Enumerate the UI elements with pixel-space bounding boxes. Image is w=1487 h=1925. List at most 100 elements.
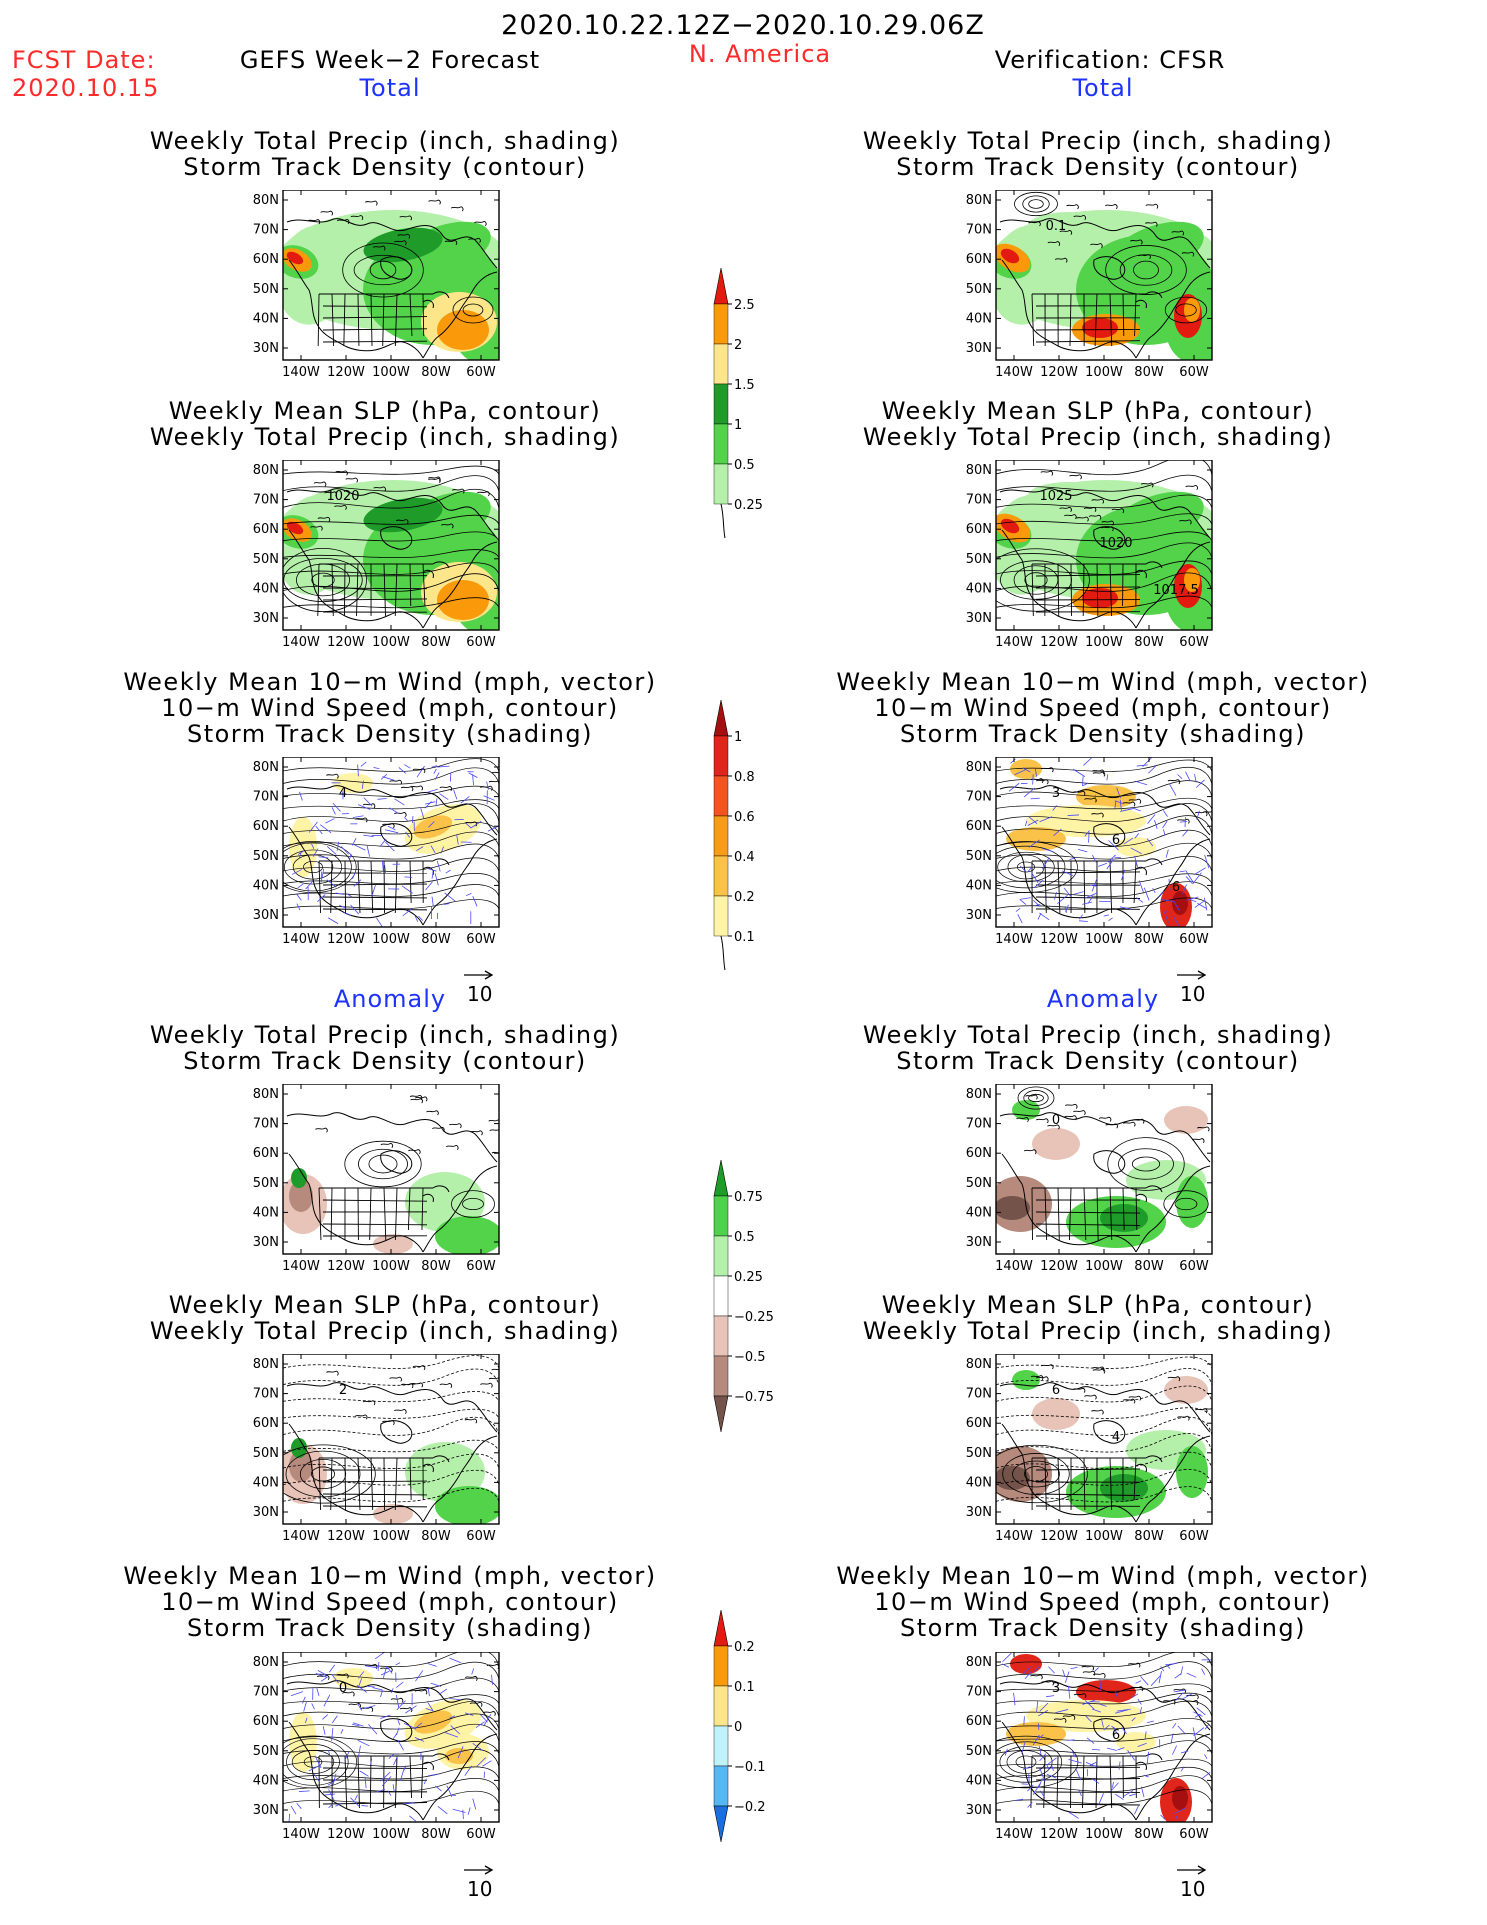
- lat-tick-label: 50N: [253, 1176, 279, 1191]
- lat-tick-label: 40N: [966, 311, 992, 326]
- colorbar-tick-label: −0.1: [734, 1760, 766, 1775]
- lat-tick-label: 80N: [253, 193, 279, 208]
- map-fc-total-precip: 80N 70N 60N 50N 40N 30N 140W 120W 100W 80W 60W: [243, 189, 526, 404]
- lat-tick-label: 70N: [253, 1117, 279, 1132]
- lon-tick-label: 140W: [282, 932, 320, 947]
- colorbar-tick-label: 0.4: [734, 850, 755, 865]
- lat-tick-label: 40N: [253, 311, 279, 326]
- lat-tick-label: 40N: [966, 878, 992, 893]
- lat-tick-label: 50N: [253, 282, 279, 297]
- title-fc-total-wind: Weekly Mean 10−m Wind (mph, vector) 10−m …: [123, 668, 657, 748]
- vector-scale-fc-anom: 10: [463, 1857, 495, 1901]
- lat-tick-label: 70N: [253, 790, 279, 805]
- contour-label: 6: [1112, 1728, 1120, 1743]
- lat-tick-label: 80N: [966, 463, 992, 478]
- lat-tick-label: 70N: [253, 493, 279, 508]
- lat-tick-label: 60N: [966, 252, 992, 267]
- colorbar-svg: 2.5 2 1.5 1 0.5 0.25: [713, 267, 763, 539]
- colorbar-tick-label: 1: [734, 418, 742, 433]
- colorbar-tick-label: 0.5: [734, 1230, 755, 1245]
- lon-tick-label: 60W: [1179, 932, 1209, 947]
- map-fc-anom-wind: 0 80N 70N 60N 50N 40N 30N 140W 120W 100W 80W 60W: [243, 1651, 526, 1866]
- lat-tick-label: 50N: [966, 1744, 992, 1759]
- lat-tick-label: 60N: [253, 819, 279, 834]
- left-total-heading: Total: [359, 74, 421, 102]
- colorbar-tick-label: −0.75: [734, 1390, 774, 1405]
- lat-tick-label: 80N: [966, 1655, 992, 1670]
- contour-label: 6: [1112, 833, 1120, 848]
- left-anomaly-heading: Anomaly: [333, 985, 447, 1013]
- title-fc-anom-slp: Weekly Mean SLP (hPa, contour) Weekly Tot…: [149, 1291, 621, 1345]
- lon-tick-label: 80W: [1134, 932, 1164, 947]
- lon-tick-label: 60W: [1179, 1259, 1209, 1274]
- lat-tick-label: 60N: [966, 819, 992, 834]
- lon-tick-label: 140W: [995, 365, 1033, 380]
- contour-label: 0.1: [1046, 219, 1067, 234]
- lat-tick-label: 30N: [253, 1803, 279, 1818]
- lon-tick-label: 140W: [995, 1259, 1033, 1274]
- right-column-title: Verification: CFSR: [994, 46, 1226, 74]
- lon-tick-label: 100W: [372, 1259, 410, 1274]
- lat-tick-label: 40N: [966, 1475, 992, 1490]
- colorbar-tick-label: 0.25: [734, 498, 763, 513]
- map-obs-anom-wind: 3 6 80N 70N 60N 50N 40N 30N 140W 120W 100W 80W 60W: [956, 1651, 1239, 1866]
- lat-tick-label: 50N: [253, 849, 279, 864]
- lat-tick-label: 50N: [966, 282, 992, 297]
- lat-tick-label: 80N: [966, 1357, 992, 1372]
- lon-tick-label: 60W: [466, 932, 496, 947]
- lon-tick-label: 120W: [1040, 635, 1078, 650]
- contour-label: 3: [1052, 786, 1060, 801]
- lat-tick-label: 50N: [966, 1446, 992, 1461]
- lon-tick-label: 140W: [282, 635, 320, 650]
- lon-tick-label: 120W: [1040, 1259, 1078, 1274]
- colorbar-svg: 1 0.8 0.6 0.4 0.2 0.1: [713, 699, 755, 971]
- arrow-right-icon: [464, 970, 494, 980]
- lat-tick-label: 40N: [966, 581, 992, 596]
- lon-tick-label: 100W: [1085, 1529, 1123, 1544]
- map-fc-total-wind: 4 80N 70N 60N 50N 40N 30N 140W 120W 100W 80W 60W: [243, 756, 526, 971]
- right-anomaly-heading: Anomaly: [1046, 985, 1160, 1013]
- lat-tick-label: 70N: [966, 1685, 992, 1700]
- lon-tick-label: 120W: [1040, 365, 1078, 380]
- lat-tick-label: 40N: [253, 1773, 279, 1788]
- lon-tick-label: 80W: [421, 1827, 451, 1842]
- map-obs-total-slp: 1025 1020 1017.5 80N 70N 60N 50N 40N 30N 140W 120W…: [956, 459, 1239, 674]
- lat-tick-label: 60N: [253, 1416, 279, 1431]
- lat-tick-label: 50N: [253, 552, 279, 567]
- colorbar-tick-label: 0.2: [734, 890, 755, 905]
- lat-tick-label: 70N: [966, 1387, 992, 1402]
- lat-tick-label: 60N: [966, 522, 992, 537]
- lon-tick-label: 80W: [1134, 635, 1164, 650]
- lon-tick-label: 60W: [1179, 1529, 1209, 1544]
- lon-tick-label: 80W: [421, 1529, 451, 1544]
- lon-tick-label: 140W: [282, 1529, 320, 1544]
- title-fc-anom-wind: Weekly Mean 10−m Wind (mph, vector) 10−m …: [123, 1562, 657, 1642]
- lat-tick-label: 50N: [966, 1176, 992, 1191]
- lat-tick-label: 40N: [253, 581, 279, 596]
- lon-tick-label: 80W: [1134, 365, 1164, 380]
- lon-tick-label: 120W: [1040, 932, 1078, 947]
- colorbar-tick-label: 0: [734, 1720, 742, 1735]
- lon-tick-label: 60W: [466, 365, 496, 380]
- lon-tick-label: 120W: [1040, 1827, 1078, 1842]
- map-fc-anom-precip: 80N 70N 60N 50N 40N 30N 140W 120W 100W 80W 60W: [243, 1083, 526, 1298]
- colorbar-tick-label: 0.75: [734, 1190, 763, 1205]
- lon-tick-label: 140W: [995, 932, 1033, 947]
- lon-tick-label: 120W: [327, 635, 365, 650]
- lat-tick-label: 40N: [253, 1205, 279, 1220]
- lon-tick-label: 100W: [372, 1827, 410, 1842]
- lat-tick-label: 70N: [253, 1387, 279, 1402]
- lat-tick-label: 60N: [253, 522, 279, 537]
- lon-tick-label: 60W: [1179, 635, 1209, 650]
- contour-label: 3: [1052, 1681, 1060, 1696]
- colorbar-anom-storm: 0.2 0.1 0 −0.1 −0.2: [712, 1609, 782, 1902]
- lat-tick-label: 60N: [966, 1146, 992, 1161]
- lon-tick-label: 140W: [995, 1827, 1033, 1842]
- lat-tick-label: 70N: [966, 790, 992, 805]
- map-obs-anom-precip: 0 80N 70N 60N 50N 40N 30N 140W 120W 100W 80W 60W: [956, 1083, 1239, 1298]
- title-obs-anom-precip: Weekly Total Precip (inch, shading) Storm…: [862, 1021, 1334, 1075]
